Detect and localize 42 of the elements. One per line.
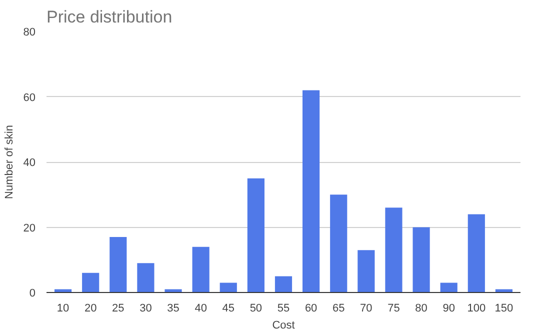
bar bbox=[358, 250, 375, 292]
x-tick-label: 30 bbox=[140, 302, 152, 314]
bar bbox=[440, 282, 458, 292]
bar bbox=[54, 289, 72, 292]
x-tick-label: 40 bbox=[194, 302, 207, 314]
y-axis-title: Number of skin bbox=[3, 125, 16, 199]
bar bbox=[220, 282, 237, 292]
x-axis-title: Cost bbox=[272, 320, 295, 332]
bar bbox=[495, 289, 513, 292]
chart-title: Price distribution bbox=[46, 8, 172, 26]
bar bbox=[274, 276, 292, 292]
x-tick-label: 20 bbox=[84, 302, 97, 314]
bar bbox=[330, 194, 348, 292]
bar bbox=[137, 263, 154, 292]
bar bbox=[412, 227, 430, 292]
y-tick-label: 20 bbox=[23, 222, 36, 234]
bar bbox=[247, 178, 264, 292]
x-tick-label: 70 bbox=[360, 302, 372, 314]
x-tick-label: 50 bbox=[250, 302, 262, 314]
y-tick-label: 60 bbox=[23, 92, 36, 104]
bar bbox=[164, 289, 182, 292]
bar bbox=[302, 90, 320, 292]
bar bbox=[82, 272, 100, 292]
y-tick-label: 0 bbox=[29, 288, 36, 300]
x-tick-label: 65 bbox=[332, 302, 345, 314]
x-tick-label: 75 bbox=[388, 302, 400, 314]
x-tick-label: 100 bbox=[467, 302, 486, 314]
x-tick-label: 55 bbox=[277, 302, 290, 314]
y-tick-label: 40 bbox=[23, 157, 36, 169]
x-tick-label: 90 bbox=[442, 302, 455, 314]
x-tick-label: 25 bbox=[112, 302, 124, 314]
x-tick-label: 150 bbox=[494, 302, 514, 314]
bar bbox=[110, 237, 127, 292]
x-tick-label: 35 bbox=[167, 302, 180, 314]
bar bbox=[192, 246, 210, 292]
bar bbox=[385, 208, 402, 292]
bar bbox=[468, 214, 485, 292]
x-tick-label: 10 bbox=[56, 302, 70, 314]
x-tick-label: 45 bbox=[222, 302, 235, 314]
y-tick-label: 80 bbox=[23, 26, 36, 38]
x-tick-label: 80 bbox=[415, 302, 428, 314]
x-tick-label: 60 bbox=[304, 302, 318, 314]
